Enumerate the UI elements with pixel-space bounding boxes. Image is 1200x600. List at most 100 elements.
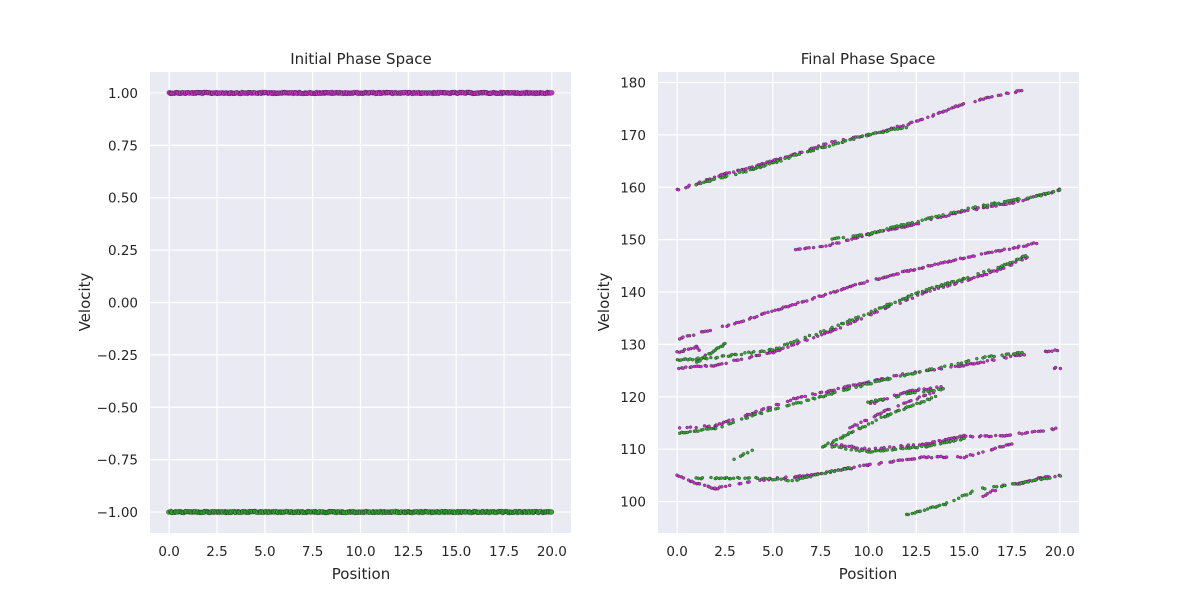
scatter-point — [681, 335, 685, 339]
scatter-point — [930, 263, 934, 268]
scatter-point — [708, 179, 712, 183]
scatter-point — [966, 359, 971, 363]
scatter-point — [976, 272, 980, 276]
scatter-point — [739, 352, 744, 357]
scatter-point — [933, 262, 937, 266]
scatter-point — [927, 286, 931, 291]
scatter-point — [677, 366, 681, 371]
scatter-point — [685, 430, 690, 435]
scatter-point — [719, 476, 723, 480]
scatter-point — [822, 329, 826, 333]
scatter-point — [904, 125, 908, 130]
scatter-point — [750, 448, 754, 452]
scatter-point — [900, 126, 904, 130]
scatter-point — [858, 449, 862, 453]
scatter-point — [975, 357, 979, 361]
scatter-point — [863, 424, 867, 429]
scatter-point — [919, 455, 924, 459]
scatter-point — [699, 181, 703, 186]
scatter-point — [945, 440, 949, 444]
scatter-point — [932, 443, 937, 447]
scatter-point — [983, 355, 987, 359]
scatter-point — [1020, 432, 1024, 436]
scatter-point — [864, 418, 869, 423]
scatter-point — [743, 476, 747, 480]
scatter-point — [728, 483, 732, 488]
scatter-point — [720, 324, 725, 328]
x-tick-label: 20.0 — [1045, 544, 1075, 560]
scatter-point — [1026, 480, 1030, 484]
scatter-point — [1004, 356, 1008, 360]
scatter-point — [734, 352, 738, 357]
scatter-point — [1035, 241, 1039, 246]
scatter-point — [1033, 429, 1037, 434]
scatter-point — [1058, 474, 1063, 478]
scatter-point — [847, 386, 852, 390]
scatter-point — [949, 436, 954, 440]
scatter-point — [922, 400, 926, 404]
scatter-point — [992, 484, 996, 489]
scatter-point — [795, 338, 799, 342]
scatter-point — [926, 455, 931, 459]
scatter-point — [875, 448, 879, 453]
scatter-point — [832, 439, 836, 443]
scatter-point — [791, 343, 796, 347]
scatter-point — [841, 321, 846, 326]
scatter-point — [858, 464, 862, 468]
scatter-point — [990, 250, 994, 254]
y-tick-label: 170 — [620, 128, 646, 144]
scatter-point — [813, 392, 817, 397]
scatter-point — [962, 256, 966, 260]
scatter-point — [964, 454, 969, 459]
scatter-point — [1045, 476, 1049, 481]
scatter-point — [989, 354, 994, 358]
scatter-point — [1023, 254, 1028, 258]
scatter-point — [983, 487, 987, 491]
scatter-point — [766, 310, 770, 314]
scatter-point — [954, 438, 958, 442]
scatter-point — [1002, 247, 1006, 251]
scatter-point — [721, 354, 726, 358]
scatter-point — [879, 460, 883, 465]
scatter-point — [775, 159, 780, 163]
scatter-point — [995, 485, 999, 489]
scatter-point — [913, 371, 917, 375]
scatter-point — [887, 407, 891, 412]
scatter-point — [814, 332, 818, 337]
scatter-point — [809, 475, 813, 479]
scatter-point — [682, 347, 687, 352]
scatter-point — [929, 443, 934, 448]
scatter-point — [939, 365, 943, 369]
scatter-point — [781, 346, 785, 350]
scatter-point — [944, 109, 948, 113]
scatter-point — [741, 319, 746, 323]
scatter-point — [847, 444, 851, 449]
scatter-point — [819, 390, 824, 394]
x-tick-label: 10.0 — [345, 544, 375, 560]
scatter-point — [985, 359, 990, 363]
scatter-point — [973, 205, 977, 209]
scatter-point — [834, 327, 838, 331]
scatter-point — [783, 156, 787, 161]
scatter-point — [823, 145, 827, 149]
scatter-point — [943, 260, 947, 264]
scatter-point — [786, 479, 790, 483]
scatter-point — [727, 418, 731, 422]
scatter-point — [1047, 349, 1051, 353]
scatter-point — [728, 476, 733, 481]
scatter-point — [793, 302, 798, 307]
scatter-point — [856, 315, 860, 319]
scatter-point — [813, 397, 817, 401]
scatter-point — [992, 269, 996, 273]
scatter-point — [820, 244, 824, 249]
scatter-point — [687, 183, 691, 187]
scatter-point — [830, 140, 834, 144]
scatter-point — [702, 483, 707, 487]
scatter-point — [979, 434, 983, 438]
scatter-point — [929, 456, 934, 460]
scatter-point — [818, 330, 823, 334]
scatter-point — [696, 429, 700, 433]
scatter-point — [1029, 195, 1033, 199]
scatter-point — [800, 150, 804, 154]
